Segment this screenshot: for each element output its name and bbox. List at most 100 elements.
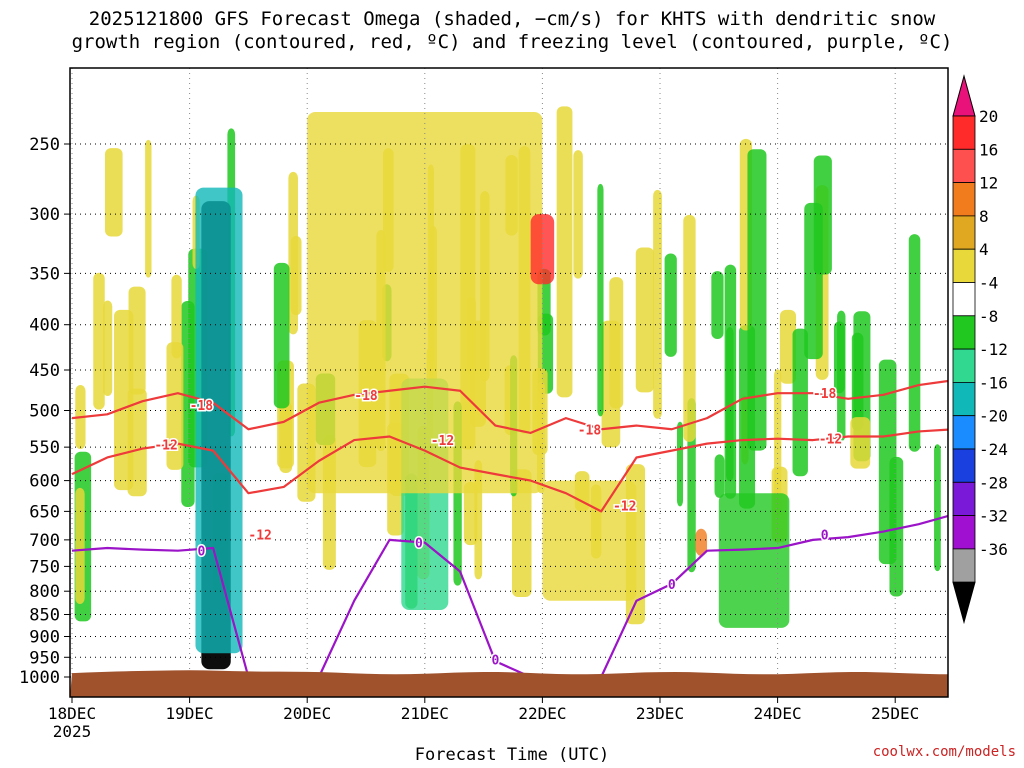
omega-streak xyxy=(878,359,897,565)
omega-streak xyxy=(676,421,684,507)
contour-lines xyxy=(71,379,948,679)
colorbar-swatch xyxy=(952,315,976,350)
colorbar-label: 4 xyxy=(979,240,989,259)
x-tick-label: 25DEC xyxy=(871,704,919,723)
y-axis: 2503003504004505005506006507007508008509… xyxy=(19,135,70,688)
omega-streak xyxy=(93,272,105,410)
contour-label: 0 xyxy=(197,545,205,560)
y-tick-label: 700 xyxy=(29,531,60,551)
colorbar-label: -12 xyxy=(979,340,1008,359)
y-tick-label: 1000 xyxy=(19,668,60,688)
omega-streak xyxy=(104,148,123,237)
omega-streak xyxy=(181,301,195,507)
omega-streak xyxy=(664,253,677,357)
contour-label: -12 xyxy=(154,438,177,453)
colorbar-swatch xyxy=(952,115,976,150)
omega-streak xyxy=(288,171,298,335)
omega-region xyxy=(195,187,243,654)
colorbar-label: -24 xyxy=(979,440,1008,459)
colorbar-label: -28 xyxy=(979,473,1008,492)
colorbar-swatch xyxy=(952,481,976,516)
y-tick-label: 550 xyxy=(29,438,60,458)
contour-line-minus18 xyxy=(71,379,948,435)
omega-streak xyxy=(171,274,182,359)
colorbar: 20 16 12 8 4 -4 -8 -12 -16 -20 -24 -28 -32 -36 xyxy=(952,74,1008,625)
y-tick-label: 950 xyxy=(29,648,60,668)
contour-label: 0 xyxy=(821,528,829,543)
colorbar-label: -4 xyxy=(979,274,998,293)
terrain-fill xyxy=(70,670,948,697)
contour-label: 0 xyxy=(491,653,499,668)
colorbar-swatch xyxy=(952,182,976,217)
x-tick-label: 18DEC xyxy=(48,704,96,723)
omega-streak xyxy=(127,388,147,497)
omega-streak xyxy=(145,139,152,278)
colorbar-swatch xyxy=(952,282,976,317)
omega-streak xyxy=(747,149,767,451)
omega-shading xyxy=(74,106,941,670)
omega-region xyxy=(695,528,708,557)
chart-title-line-2: growth region (contoured, red, ºC) and f… xyxy=(71,31,953,53)
contour-line-0 xyxy=(71,514,948,679)
omega-streak xyxy=(556,106,573,398)
omega-streak xyxy=(714,454,725,498)
colorbar-swatch xyxy=(952,548,976,583)
contour-label: -18 xyxy=(190,399,214,414)
credit-text: coolwx.com/models xyxy=(872,744,1016,760)
y-tick-label: 350 xyxy=(29,264,60,284)
x-axis-label: Forecast Time (UTC) xyxy=(414,745,610,765)
omega-streak xyxy=(103,300,113,397)
omega-streak xyxy=(908,234,921,452)
colorbar-swatch xyxy=(952,248,976,283)
omega-streak xyxy=(711,271,724,340)
omega-region xyxy=(307,111,543,494)
colorbar-swatch xyxy=(952,148,976,184)
contour-labels: -18 -18 -18 -18 -12 -12 -12 -12 -12 0 0 0 0 0 xyxy=(153,386,844,670)
omega-streak xyxy=(813,155,832,275)
omega-region xyxy=(718,493,790,628)
omega-streak xyxy=(609,277,624,409)
colorbar-swatch xyxy=(952,415,976,450)
y-tick-label: 850 xyxy=(29,606,60,626)
colorbar-swatch xyxy=(952,215,976,250)
contour-label: 0 xyxy=(415,537,423,552)
omega-streak xyxy=(792,328,808,477)
omega-streak xyxy=(635,247,655,393)
omega-streak xyxy=(511,469,532,597)
colorbar-swatch xyxy=(952,381,976,417)
omega-streak xyxy=(683,214,696,442)
y-tick-label: 500 xyxy=(29,402,60,422)
terrain-surface xyxy=(70,670,948,697)
omega-streak xyxy=(75,487,85,604)
contour-label: -18 xyxy=(354,389,378,404)
y-tick-label: 600 xyxy=(29,472,60,492)
omega-streak xyxy=(850,417,871,469)
plot-frame xyxy=(69,67,949,698)
omega-streak xyxy=(273,262,290,409)
colorbar-bottom-arrow xyxy=(952,581,976,625)
colorbar-label: -32 xyxy=(979,507,1008,526)
omega-streak xyxy=(934,444,941,572)
contour-label: 0 xyxy=(668,578,676,593)
x-tick-label: 24DEC xyxy=(754,704,802,723)
contour-label: -18 xyxy=(813,387,837,402)
contour-label: -12 xyxy=(431,434,454,449)
colorbar-label: 12 xyxy=(979,174,998,193)
x-tick-sublabel: 2025 xyxy=(53,722,92,741)
colorbar-top-arrow xyxy=(952,74,976,117)
contour-line-minus12 xyxy=(71,428,948,513)
omega-region xyxy=(530,214,555,285)
colorbar-label: 8 xyxy=(979,207,989,226)
y-tick-label: 400 xyxy=(29,316,60,336)
omega-streak xyxy=(774,369,782,516)
contour-label: -18 xyxy=(578,423,602,438)
colorbar-swatch xyxy=(952,448,976,483)
y-tick-label: 650 xyxy=(29,502,60,522)
x-tick-label: 23DEC xyxy=(636,704,684,723)
omega-streak xyxy=(837,310,846,442)
omega-streak xyxy=(128,286,146,395)
colorbar-swatch xyxy=(952,348,976,383)
colorbar-label: -16 xyxy=(979,373,1008,392)
y-tick-label: 800 xyxy=(29,582,60,602)
